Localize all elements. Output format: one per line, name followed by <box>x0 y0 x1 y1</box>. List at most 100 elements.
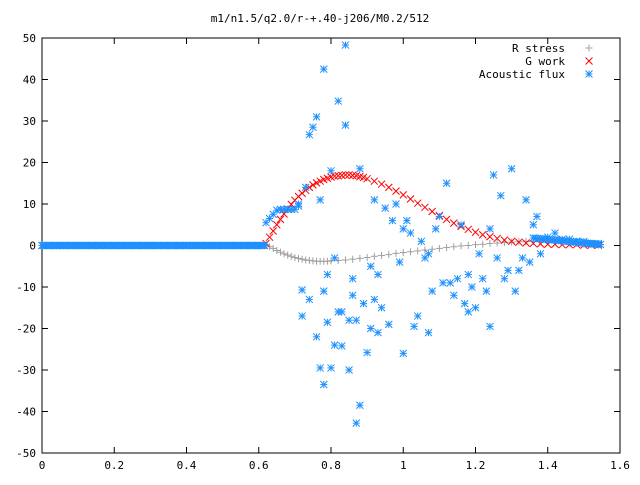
data-point <box>330 341 339 349</box>
data-point <box>374 270 382 279</box>
data-point <box>284 251 292 259</box>
data-point <box>482 287 491 296</box>
data-point <box>377 180 386 188</box>
legend-marker <box>585 70 593 78</box>
data-point <box>439 278 447 287</box>
data-point <box>337 342 346 350</box>
data-point <box>363 348 371 357</box>
data-point <box>496 191 505 200</box>
data-point <box>260 241 269 250</box>
data-point <box>316 364 325 372</box>
data-point <box>457 220 465 229</box>
data-point <box>500 274 509 283</box>
data-point <box>352 419 361 427</box>
data-point <box>507 237 516 246</box>
data-point <box>345 366 353 374</box>
data-point <box>312 332 321 341</box>
data-point <box>280 250 288 258</box>
data-point <box>356 254 364 262</box>
data-point <box>489 171 498 179</box>
data-point <box>478 274 487 283</box>
data-point <box>294 254 302 262</box>
data-point <box>413 199 422 208</box>
data-point <box>348 274 357 283</box>
data-point <box>374 328 382 337</box>
data-point <box>385 251 393 259</box>
data-point <box>471 303 480 312</box>
data-point <box>323 270 332 279</box>
data-point <box>337 308 346 316</box>
data-point <box>536 249 545 258</box>
data-point <box>514 238 523 247</box>
y-tick-label: -50 <box>16 447 36 460</box>
x-tick-label: 1.2 <box>466 459 486 472</box>
x-tick-label: 1.6 <box>610 459 630 472</box>
data-point <box>334 171 343 180</box>
data-point <box>276 248 284 256</box>
data-point <box>511 287 520 296</box>
data-point <box>287 205 296 214</box>
data-point <box>442 215 451 224</box>
data-point <box>435 244 443 252</box>
x-tick-label: 0.4 <box>177 459 197 472</box>
data-point <box>450 243 458 251</box>
data-point <box>319 380 328 389</box>
data-point <box>312 112 321 121</box>
data-point <box>273 246 281 254</box>
data-point <box>449 291 458 300</box>
legend-label: R stress <box>512 42 565 55</box>
data-point <box>522 195 530 204</box>
y-tick-label: 50 <box>23 32 36 45</box>
data-point <box>316 195 325 204</box>
data-point <box>341 41 350 49</box>
data-point <box>431 225 440 233</box>
y-tick-label: -10 <box>16 281 36 294</box>
data-point <box>486 225 494 233</box>
y-tick-label: 10 <box>23 198 36 211</box>
data-point <box>356 164 364 173</box>
data-point <box>370 195 379 204</box>
chart-title: m1/n1.5/q2.0/r-+.40-j206/M0.2/512 <box>211 12 430 25</box>
data-point <box>384 183 393 192</box>
data-point <box>309 123 317 132</box>
y-tick-label: -30 <box>16 364 36 377</box>
data-point <box>319 287 328 296</box>
data-point <box>453 274 462 283</box>
data-point <box>341 256 349 264</box>
data-point <box>349 255 357 263</box>
y-tick-label: 40 <box>23 74 36 87</box>
data-point <box>493 234 502 243</box>
data-point <box>493 239 501 247</box>
data-point <box>514 266 523 275</box>
data-point <box>323 318 332 327</box>
data-point <box>475 249 483 258</box>
data-point <box>294 202 303 210</box>
data-point <box>507 164 516 173</box>
data-point <box>413 312 422 320</box>
data-point <box>486 232 494 241</box>
data-point <box>345 171 353 179</box>
data-point <box>421 203 429 212</box>
data-point <box>479 240 487 248</box>
x-tick-label: 1 <box>400 459 407 472</box>
data-point <box>298 255 306 263</box>
data-point <box>486 322 494 331</box>
x-tick-label: 0.6 <box>249 459 269 472</box>
data-point <box>363 254 371 262</box>
y-tick-label: 20 <box>23 157 36 170</box>
data-point <box>446 278 455 287</box>
data-point <box>508 238 516 246</box>
data-point <box>378 251 386 259</box>
x-tick-label: 1.4 <box>538 459 558 472</box>
data-point <box>309 181 317 189</box>
data-point <box>522 239 530 247</box>
data-point <box>457 242 465 250</box>
legend-label: G work <box>525 55 565 68</box>
data-point <box>381 204 390 213</box>
data-point <box>327 257 335 265</box>
data-point <box>370 252 378 260</box>
data-point <box>363 174 371 183</box>
data-point <box>500 236 509 244</box>
